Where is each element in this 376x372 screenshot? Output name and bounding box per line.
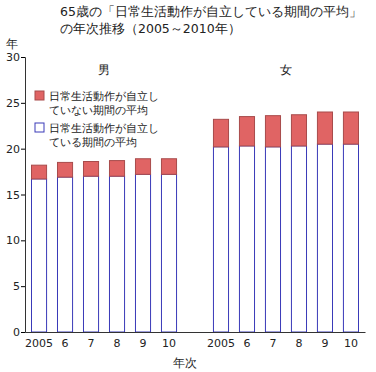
x-tick-label: 8 <box>295 337 302 350</box>
x-tick-label: 6 <box>62 337 69 350</box>
bar <box>83 176 98 332</box>
x-axis: 2005 6 7 8 9 10 2005 6 7 8 9 10 <box>25 333 365 350</box>
y-tick-label: 0 <box>13 326 20 339</box>
y-tick: 20 <box>6 143 25 156</box>
x-tick-label: 2005 <box>25 337 53 350</box>
bar <box>265 147 280 332</box>
y-tick-mark <box>21 195 25 196</box>
legend-item: 日常生活動作が自立している期間の平均 <box>35 122 159 149</box>
y-tick-label: 30 <box>6 51 20 64</box>
x-tick: 2005 <box>25 337 53 350</box>
chart: 65歳の「日常生活動作が自立している期間の平均」の年次推移（2005～2010年… <box>0 0 376 372</box>
x-tick: 9 <box>321 337 328 350</box>
x-axis-title: 年次 <box>173 356 197 370</box>
bar <box>317 144 332 332</box>
group-label: 女 <box>280 63 292 77</box>
bar <box>213 147 228 332</box>
x-tick-label: 7 <box>269 337 276 350</box>
bar <box>265 116 280 147</box>
y-tick-label: 25 <box>6 97 20 110</box>
x-tick-label: 8 <box>114 337 121 350</box>
y-tick: 25 <box>6 97 25 110</box>
y-tick-mark <box>21 286 25 287</box>
bar <box>343 144 358 332</box>
title: 65歳の「日常生活動作が自立している期間の平均」の年次推移（2005～2010年… <box>60 4 362 36</box>
bar <box>31 165 46 179</box>
bar <box>31 179 46 332</box>
x-tick: 6 <box>62 337 69 350</box>
legend-label: 日常生活動作が自立している期間の平均 <box>49 122 159 149</box>
bar <box>135 174 150 332</box>
x-tick-label: 6 <box>243 337 250 350</box>
y-tick: 0 <box>13 326 25 339</box>
y-tick-label: 5 <box>13 280 20 293</box>
bar <box>109 161 124 177</box>
y-tick-mark <box>21 103 25 104</box>
series <box>31 112 358 179</box>
x-axis-line <box>26 332 366 333</box>
y-tick: 5 <box>13 280 25 293</box>
x-tick: 7 <box>269 337 276 350</box>
legend-swatch <box>35 123 44 132</box>
y-tick-label: 20 <box>6 143 20 156</box>
y-tick-label: 10 <box>6 234 20 247</box>
bar <box>239 146 254 332</box>
y-tick: 10 <box>6 234 25 247</box>
x-tick-label: 7 <box>88 337 95 350</box>
x-tick: 8 <box>114 337 121 350</box>
y-tick-mark <box>21 149 25 150</box>
bar <box>57 162 72 177</box>
x-tick-label: 10 <box>344 337 358 350</box>
y-tick: 30 <box>6 51 25 64</box>
group-label: 男 <box>98 63 110 77</box>
x-tick: 2005 <box>207 337 235 350</box>
x-tick-label: 9 <box>140 337 147 350</box>
bar <box>213 119 228 147</box>
x-tick-label: 9 <box>321 337 328 350</box>
legend: 日常生活動作が自立していない期間の平均日常生活動作が自立している期間の平均 <box>35 90 159 149</box>
bar <box>135 159 150 175</box>
x-tick: 10 <box>162 337 176 350</box>
x-tick: 10 <box>344 337 358 350</box>
y-axis-line <box>21 58 26 333</box>
y-axis-title: 年 <box>6 37 18 51</box>
x-tick-label: 2005 <box>207 337 235 350</box>
y-axis: 0 5 10 15 20 25 30 <box>6 51 26 339</box>
y-tick-label: 15 <box>6 189 20 202</box>
plot-area <box>31 112 358 332</box>
bar <box>343 112 358 144</box>
bar <box>161 159 176 175</box>
legend-label: 日常生活動作が自立していない期間の平均 <box>49 90 159 117</box>
bar <box>57 177 72 332</box>
y-tick: 15 <box>6 189 25 202</box>
legend-swatch <box>35 91 44 100</box>
x-tick: 8 <box>295 337 302 350</box>
y-tick-mark <box>21 57 25 58</box>
x-tick: 6 <box>243 337 250 350</box>
bar <box>291 115 306 146</box>
y-tick-mark <box>21 240 25 241</box>
series <box>31 144 358 332</box>
bar <box>109 176 124 332</box>
y-tick-mark <box>21 332 25 333</box>
x-tick-label: 10 <box>162 337 176 350</box>
bar <box>161 174 176 332</box>
bar <box>317 112 332 144</box>
legend-item: 日常生活動作が自立していない期間の平均 <box>35 90 159 117</box>
bar <box>291 146 306 332</box>
bar <box>239 117 254 146</box>
x-tick: 9 <box>140 337 147 350</box>
bar <box>83 162 98 177</box>
x-tick: 7 <box>88 337 95 350</box>
